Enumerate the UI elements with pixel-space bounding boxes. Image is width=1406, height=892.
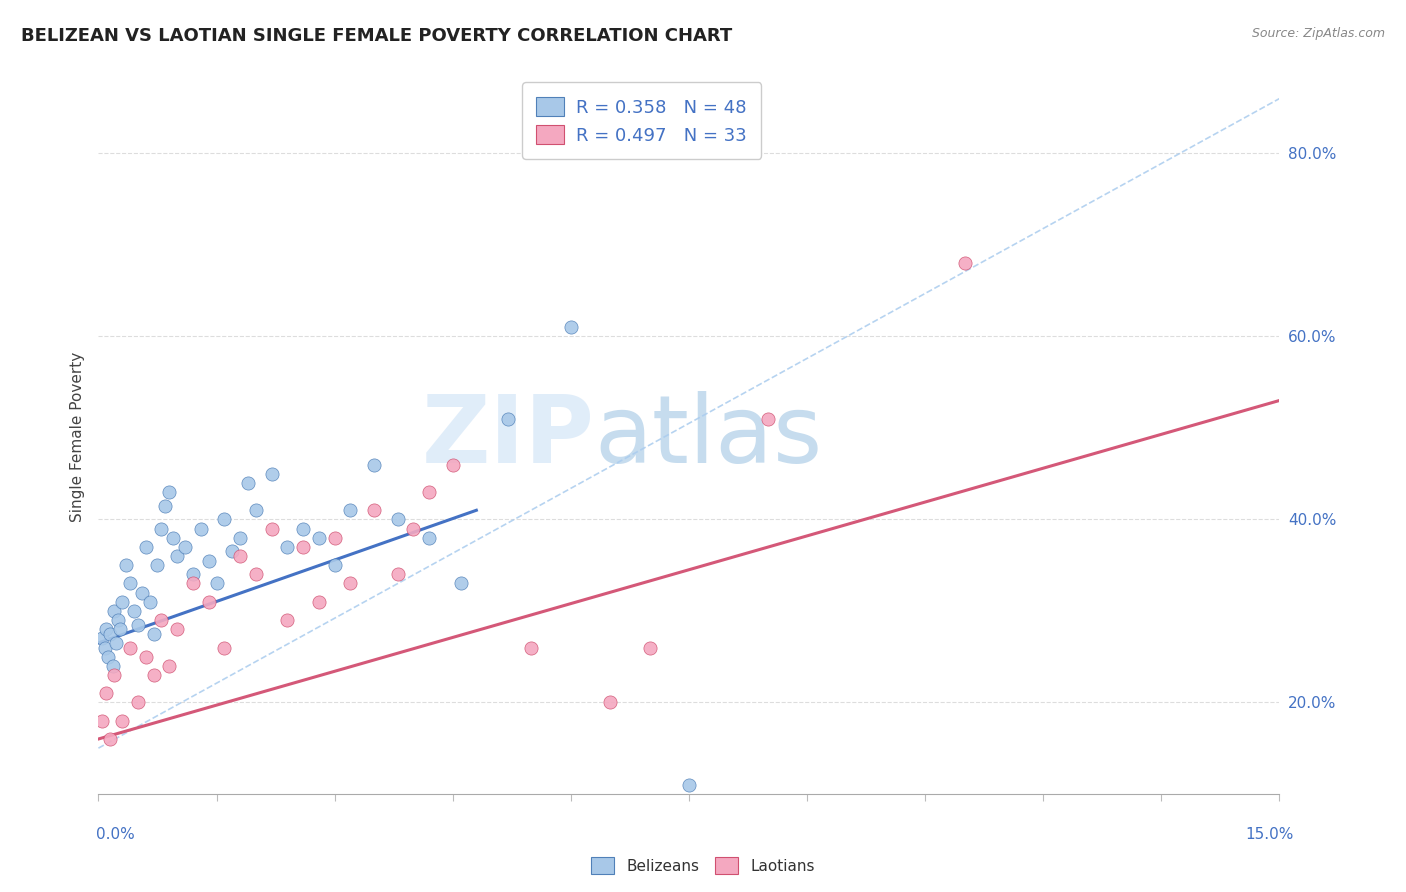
Point	[221, 544, 243, 558]
Point	[122, 604, 145, 618]
Point	[236, 475, 259, 490]
Point	[276, 540, 298, 554]
Legend: Belizeans, Laotians: Belizeans, Laotians	[585, 851, 821, 880]
Point	[97, 649, 120, 664]
Point	[103, 604, 125, 618]
Text: Source: ZipAtlas.com: Source: ZipAtlas.com	[1251, 27, 1385, 40]
Point	[245, 567, 267, 582]
Point	[402, 522, 425, 536]
Point	[292, 522, 315, 536]
Point	[599, 695, 621, 709]
Point	[111, 714, 134, 728]
Point	[214, 512, 236, 526]
Point	[115, 558, 138, 573]
Point	[166, 549, 188, 563]
Point	[118, 640, 141, 655]
Point	[496, 411, 519, 425]
Point	[229, 549, 252, 563]
Point	[418, 485, 440, 500]
Point	[181, 576, 204, 591]
Point	[142, 668, 165, 682]
Point	[756, 411, 779, 425]
Y-axis label: Single Female Poverty: Single Female Poverty	[69, 352, 84, 522]
Point	[450, 576, 472, 591]
Point	[560, 320, 582, 334]
Point	[363, 458, 385, 472]
Point	[127, 695, 149, 709]
Point	[678, 778, 700, 792]
Point	[520, 640, 543, 655]
Text: atlas: atlas	[595, 391, 823, 483]
Point	[276, 613, 298, 627]
Point	[110, 622, 132, 636]
Point	[98, 731, 121, 746]
Point	[174, 540, 197, 554]
Point	[245, 503, 267, 517]
Text: ZIP: ZIP	[422, 391, 595, 483]
Point	[127, 617, 149, 632]
Point	[214, 640, 236, 655]
Point	[135, 540, 157, 554]
Point	[638, 640, 661, 655]
Point	[146, 558, 169, 573]
Point	[157, 658, 180, 673]
Point	[101, 658, 124, 673]
Point	[363, 503, 385, 517]
Point	[197, 595, 219, 609]
Point	[98, 627, 121, 641]
Point	[138, 595, 160, 609]
Point	[387, 512, 409, 526]
Point	[104, 636, 127, 650]
Point	[118, 576, 141, 591]
Point	[190, 522, 212, 536]
Text: BELIZEAN VS LAOTIAN SINGLE FEMALE POVERTY CORRELATION CHART: BELIZEAN VS LAOTIAN SINGLE FEMALE POVERT…	[21, 27, 733, 45]
Point	[150, 613, 173, 627]
Point	[91, 632, 114, 646]
Point	[103, 668, 125, 682]
Point	[205, 576, 228, 591]
Point	[131, 585, 153, 599]
Text: 15.0%: 15.0%	[1246, 827, 1294, 841]
Point	[387, 567, 409, 582]
Legend: R = 0.358   N = 48, R = 0.497   N = 33: R = 0.358 N = 48, R = 0.497 N = 33	[522, 82, 762, 159]
Point	[323, 531, 346, 545]
Point	[323, 558, 346, 573]
Point	[197, 553, 219, 567]
Point	[150, 522, 173, 536]
Point	[155, 499, 177, 513]
Point	[107, 613, 129, 627]
Point	[135, 649, 157, 664]
Point	[292, 540, 315, 554]
Point	[339, 576, 361, 591]
Point	[260, 467, 283, 481]
Point	[339, 503, 361, 517]
Point	[162, 531, 184, 545]
Point	[142, 627, 165, 641]
Point	[157, 485, 180, 500]
Point	[308, 531, 330, 545]
Point	[96, 622, 118, 636]
Point	[441, 458, 464, 472]
Point	[91, 714, 114, 728]
Point	[260, 522, 283, 536]
Point	[111, 595, 134, 609]
Point	[953, 256, 976, 270]
Point	[181, 567, 204, 582]
Point	[96, 686, 118, 700]
Point	[93, 640, 115, 655]
Point	[166, 622, 188, 636]
Text: 0.0%: 0.0%	[96, 827, 135, 841]
Point	[229, 531, 252, 545]
Point	[308, 595, 330, 609]
Point	[418, 531, 440, 545]
